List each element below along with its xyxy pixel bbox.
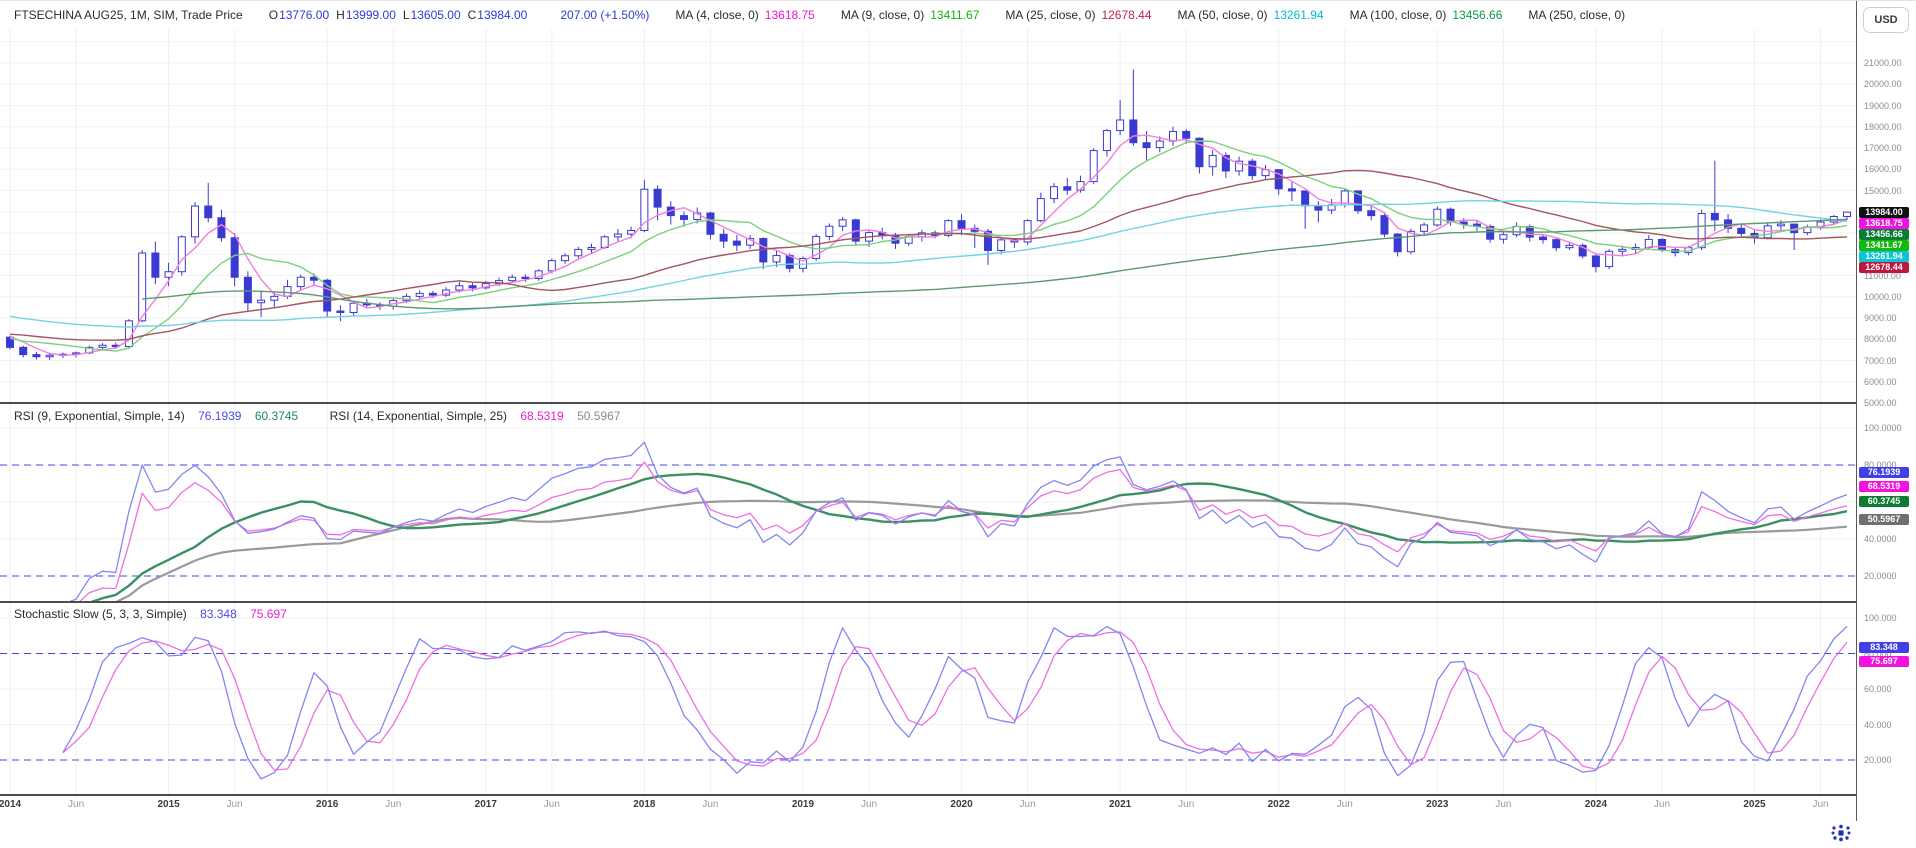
price-tick: 8000.00	[1864, 334, 1897, 345]
time-tick-jun: Jun	[1336, 799, 1353, 810]
ohlc-c: C13984.00	[467, 8, 528, 22]
price-value-box: 13456.66	[1859, 228, 1909, 240]
time-tick-jun: Jun	[385, 799, 402, 810]
rsi-title-1: RSI (9, Exponential, Simple, 14)	[14, 409, 185, 423]
rsi-value-box: 60.3745	[1859, 495, 1909, 507]
ma-legend-item: MA (9, close, 0) 13411.67	[840, 8, 980, 22]
rsi-pane[interactable]	[0, 404, 1857, 601]
stoch-value-k: 83.348	[200, 607, 237, 621]
stoch-tick: 40.000	[1864, 719, 1892, 730]
stoch-tick: 80.000	[1864, 648, 1892, 659]
series-title: FTSECHINA AUG25, 1M, SIM, Trade Price	[14, 8, 243, 22]
time-tick-jun: Jun	[226, 799, 243, 810]
time-tick-jun: Jun	[702, 799, 719, 810]
rsi-value-box: 68.5319	[1859, 480, 1909, 492]
time-tick-year: 2022	[1267, 799, 1290, 810]
time-tick-year: 2018	[633, 799, 656, 810]
pane-divider[interactable]	[0, 402, 1857, 404]
time-tick-year: 2021	[1109, 799, 1132, 810]
stochastic-header: Stochastic Slow (5, 3, 3, Simple) 83.348…	[14, 607, 297, 621]
price-tick: 10000.00	[1864, 291, 1902, 302]
price-tick: 16000.00	[1864, 164, 1902, 175]
time-axis[interactable]: 2014 Jun 2015 Jun 2016 Jun 2017 Jun 2018 Jun 2019 J…	[0, 796, 1857, 820]
time-tick-jun: Jun	[68, 799, 85, 810]
stoch-tick: 20.000	[1864, 755, 1892, 765]
ohlc-h: H13999.00	[336, 8, 396, 22]
ma-legend-item: MA (50, close, 0) 13261.94	[1177, 8, 1324, 22]
footer-bar: LSEG	[0, 821, 1916, 848]
time-tick-year: 2024	[1584, 799, 1608, 810]
pane-divider[interactable]	[0, 794, 1857, 796]
chart-header: FTSECHINA AUG25, 1M, SIM, Trade Price O1…	[0, 1, 1869, 29]
ma-legend: MA (4, close, 0) 13618.75 MA (9, close, 0)…	[675, 8, 1651, 22]
price-tick: 5000.00	[1864, 398, 1897, 409]
stoch-tick: 60.000	[1864, 684, 1892, 694]
rsi-value-slow: 68.5319	[520, 409, 564, 423]
rsi-tick: 100.0000	[1864, 423, 1902, 433]
time-tick-jun: Jun	[543, 799, 560, 810]
rsi-tick: 80.0000	[1864, 460, 1897, 470]
rsi-tick: 40.0000	[1864, 534, 1897, 544]
ma-legend-item: MA (100, close, 0) 13456.66	[1349, 8, 1503, 22]
price-tick: 17000.00	[1864, 143, 1902, 154]
price-tick: 21000.00	[1864, 58, 1902, 68]
price-value-box: 13984.00	[1859, 206, 1909, 218]
time-tick-jun: Jun	[1019, 799, 1036, 810]
rsi-tick: 20.0000	[1864, 571, 1897, 581]
stochastic-pane[interactable]	[0, 603, 1857, 794]
rsi-value-fast: 76.1939	[198, 409, 242, 423]
price-value-box: 13261.94	[1859, 250, 1909, 262]
pane-divider[interactable]	[0, 601, 1857, 603]
stoch-value-d: 75.697	[250, 607, 287, 621]
price-tick: 19000.00	[1864, 100, 1902, 111]
time-tick-jun: Jun	[1812, 799, 1829, 810]
stoch-tick: 100.000	[1864, 613, 1897, 623]
price-value-box: 13411.67	[1859, 239, 1909, 251]
time-tick-year: 2016	[316, 799, 339, 810]
price-tick: 18000.00	[1864, 121, 1902, 132]
lseg-crest-icon	[1831, 824, 1851, 842]
currency-chip[interactable]: USD	[1863, 7, 1909, 33]
price-tick: 9000.00	[1864, 313, 1897, 324]
rsi-value-fast-signal: 60.3745	[254, 409, 299, 423]
ohlc-o: O13776.00	[268, 8, 330, 22]
ma-legend-item: MA (4, close, 0) 13618.75	[675, 8, 815, 22]
time-tick-jun: Jun	[860, 799, 878, 810]
axis-separator	[1856, 1, 1857, 821]
price-tick: 11000.00	[1864, 270, 1901, 281]
price-axis[interactable]: USD 21000.00 20000.00 19000.00 18000.00 1700…	[1857, 1, 1916, 848]
rsi-value-box: 50.5967	[1859, 513, 1909, 525]
ohlc-l: L13605.00	[402, 8, 461, 22]
time-tick-year: 2023	[1426, 799, 1449, 810]
price-tick: 7000.00	[1864, 355, 1897, 366]
price-value-box: 12678.44	[1859, 261, 1909, 273]
time-tick-year: 2015	[157, 799, 180, 810]
rsi-value-box: 76.1939	[1859, 466, 1909, 478]
price-value-box: 13618.75	[1859, 217, 1909, 229]
time-tick-jun: Jun	[1495, 799, 1512, 810]
ma-legend-item: MA (250, close, 0)	[1528, 8, 1626, 22]
time-tick-year: 2014	[0, 799, 22, 810]
rsi-header: RSI (9, Exponential, Simple, 14) 76.1939…	[14, 409, 630, 423]
rsi-value-slow-signal: 50.5967	[577, 409, 621, 423]
price-chart-pane[interactable]	[0, 29, 1857, 402]
time-tick-year: 2020	[950, 799, 973, 810]
stoch-value-box: 83.348	[1859, 642, 1909, 654]
stoch-value-box: 75.697	[1859, 655, 1909, 667]
time-tick-jun: Jun	[1653, 799, 1671, 810]
time-tick-jun: Jun	[1178, 799, 1195, 810]
rsi-title-2: RSI (14, Exponential, Simple, 25)	[329, 409, 507, 423]
price-tick: 20000.00	[1864, 79, 1902, 90]
price-tick: 15000.00	[1864, 185, 1902, 196]
time-tick-year: 2019	[791, 799, 815, 810]
price-tick: 6000.00	[1864, 376, 1897, 387]
stoch-title: Stochastic Slow (5, 3, 3, Simple)	[14, 607, 187, 621]
ohlc-values: O13776.00 H13999.00 L13605.00 C13984.00	[269, 8, 535, 22]
net-change: 207.00 (+1.50%)	[560, 8, 650, 22]
ma-legend-item: MA (25, close, 0) 12678.44	[1005, 8, 1152, 22]
time-tick-year: 2017	[474, 799, 497, 810]
time-tick-year: 2025	[1743, 799, 1766, 810]
